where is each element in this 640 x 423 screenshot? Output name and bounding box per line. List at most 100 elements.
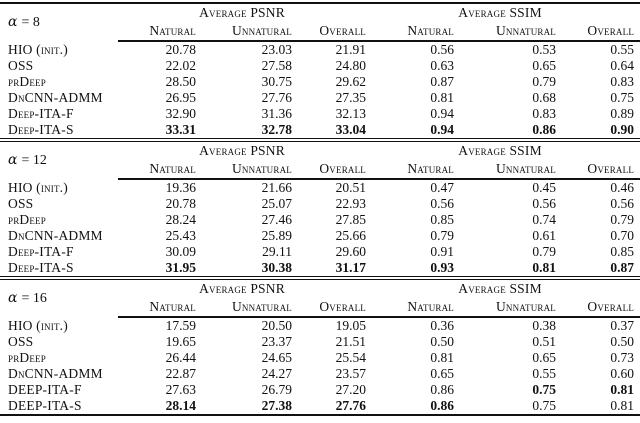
results-table-block-alpha-16: α = 16 Average PSNR Average SSIM Natural Unna… xyxy=(0,280,640,416)
value-cell: 25.66 xyxy=(335,228,367,243)
value-cell: 25.54 xyxy=(335,350,367,365)
value-cell: 0.87 xyxy=(430,74,455,89)
row-label: OSS xyxy=(8,58,34,73)
value-cell: 23.37 xyxy=(261,334,292,349)
row-label: Deep-ITA-S xyxy=(8,122,74,137)
value-cell: 25.89 xyxy=(261,228,292,243)
value-cell: 28.14 xyxy=(165,398,196,413)
value-cell: 0.85 xyxy=(610,244,635,259)
group-header-psnr: Average PSNR xyxy=(199,5,285,20)
value-cell: 33.04 xyxy=(335,122,367,137)
value-cell: 0.37 xyxy=(610,318,635,333)
value-cell: 0.75 xyxy=(532,398,557,413)
value-cell: 27.63 xyxy=(165,382,196,397)
column-header-row: Natural Unnatural Overall Natural Unnatural O… xyxy=(0,22,640,42)
column-header: Unnatural xyxy=(196,298,292,318)
results-table-block-alpha-8: α = 8 Average PSNR Average SSIM Natural Unnat… xyxy=(0,2,640,142)
value-cell: 0.86 xyxy=(532,122,557,137)
value-cell: 0.85 xyxy=(430,212,455,227)
alpha-symbol: α xyxy=(8,14,18,30)
value-cell: 23.03 xyxy=(261,42,292,57)
table-row: Deep-ITA-F 30.09 29.11 29.60 0.91 0.79 0.85 xyxy=(0,244,640,260)
value-cell: 0.93 xyxy=(430,260,455,275)
alpha-value: = 12 xyxy=(21,153,47,168)
value-cell: 0.55 xyxy=(610,42,635,57)
value-cell: 27.35 xyxy=(335,90,367,105)
value-cell: 0.65 xyxy=(532,350,557,365)
column-header: Overall xyxy=(292,298,367,318)
value-cell: 0.56 xyxy=(610,196,635,211)
value-cell: 20.78 xyxy=(165,42,196,57)
results-table-alpha-16: α = 16 Average PSNR Average SSIM Natural Unna… xyxy=(0,280,640,414)
row-label: Deep-ITA-F xyxy=(8,244,74,259)
value-cell: 30.75 xyxy=(261,74,292,89)
value-cell: 20.51 xyxy=(335,180,367,195)
value-cell: 0.79 xyxy=(532,244,557,259)
column-header: Unnatural xyxy=(196,22,292,42)
value-cell: 29.62 xyxy=(335,74,367,89)
value-cell: 0.55 xyxy=(532,366,557,381)
value-cell: 27.58 xyxy=(261,58,292,73)
alpha-value: = 16 xyxy=(21,291,47,306)
column-header: Unnatural xyxy=(196,160,292,180)
value-cell: 30.38 xyxy=(261,260,292,275)
column-header: Overall xyxy=(556,22,640,42)
alpha-label: α = 8 xyxy=(0,4,118,41)
alpha-symbol: α xyxy=(8,152,18,168)
value-cell: 0.65 xyxy=(430,366,455,381)
value-cell: 0.81 xyxy=(430,350,455,365)
value-cell: 24.27 xyxy=(261,366,292,381)
row-label: prDeep xyxy=(8,212,46,227)
value-cell: 0.64 xyxy=(610,58,635,73)
value-cell: 26.95 xyxy=(165,90,196,105)
table-row: OSS 20.78 25.07 22.93 0.56 0.56 0.56 xyxy=(0,196,640,212)
column-header: Natural xyxy=(366,22,455,42)
row-label: DEEP-ITA-S xyxy=(8,398,82,413)
value-cell: 31.17 xyxy=(335,260,367,275)
value-cell: 0.79 xyxy=(610,212,635,227)
row-label: HIO (init.) xyxy=(8,317,68,333)
value-cell: 0.50 xyxy=(610,334,635,349)
column-header-row: Natural Unnatural Overall Natural Unnatural O… xyxy=(0,298,640,318)
value-cell: 22.87 xyxy=(165,366,196,381)
table-row: DnCNN-ADMM 22.87 24.27 23.57 0.65 0.55 0.60 xyxy=(0,366,640,382)
column-header: Overall xyxy=(292,160,367,180)
value-cell: 0.61 xyxy=(532,228,557,243)
group-header-psnr: Average PSNR xyxy=(199,281,285,296)
column-header: Overall xyxy=(556,298,640,318)
value-cell: 25.07 xyxy=(261,196,292,211)
value-cell: 29.11 xyxy=(262,244,292,259)
value-cell: 0.89 xyxy=(610,106,635,121)
value-cell: 22.02 xyxy=(165,58,196,73)
value-cell: 0.56 xyxy=(430,42,455,57)
row-label: Deep-ITA-S xyxy=(8,260,74,275)
value-cell: 0.94 xyxy=(430,122,455,137)
value-cell: 0.83 xyxy=(610,74,635,89)
value-cell: 0.47 xyxy=(430,180,455,195)
results-table-block-alpha-12: α = 12 Average PSNR Average SSIM Natural Unna… xyxy=(0,142,640,280)
value-cell: 21.51 xyxy=(335,334,367,349)
value-cell: 20.78 xyxy=(165,196,196,211)
results-table-alpha-12: α = 12 Average PSNR Average SSIM Natural Unna… xyxy=(0,142,640,276)
table-row: prDeep 26.44 24.65 25.54 0.81 0.65 0.73 xyxy=(0,350,640,366)
table-row: Deep-ITA-S 31.95 30.38 31.17 0.93 0.81 0.87 xyxy=(0,260,640,276)
table-row: DnCNN-ADMM 25.43 25.89 25.66 0.79 0.61 0.70 xyxy=(0,228,640,244)
group-header-ssim: Average SSIM xyxy=(458,143,542,158)
value-cell: 0.56 xyxy=(532,196,557,211)
column-header: Unnatural xyxy=(454,160,557,180)
value-cell: 0.60 xyxy=(610,366,635,381)
row-label: HIO (init.) xyxy=(8,41,68,57)
value-cell: 32.13 xyxy=(335,106,367,121)
table-row: HIO (init.) 19.36 21.66 20.51 0.47 0.45 0.46 xyxy=(0,179,640,196)
value-cell: 23.57 xyxy=(335,366,367,381)
row-label: DnCNN-ADMM xyxy=(8,366,103,381)
group-header-psnr: Average PSNR xyxy=(199,143,285,158)
value-cell: 0.94 xyxy=(430,106,455,121)
value-cell: 0.45 xyxy=(532,180,557,195)
value-cell: 31.95 xyxy=(165,260,196,275)
value-cell: 33.31 xyxy=(165,122,196,137)
value-cell: 0.90 xyxy=(610,122,635,137)
alpha-value: = 8 xyxy=(21,15,40,30)
value-cell: 0.38 xyxy=(532,318,557,333)
value-cell: 22.93 xyxy=(335,196,367,211)
